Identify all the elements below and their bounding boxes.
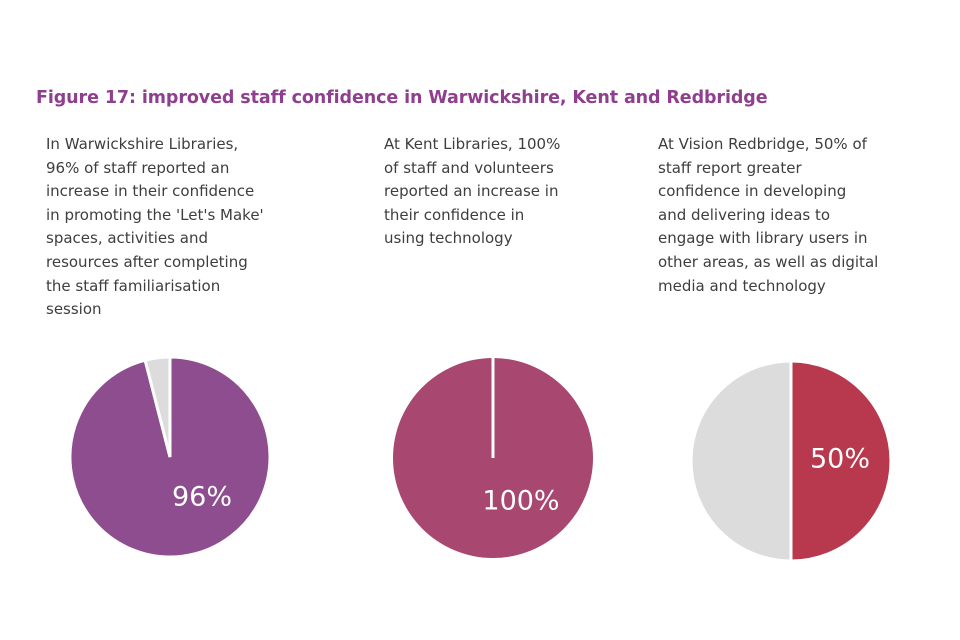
redbridge-description: At Vision Redbridge, 50% of staff report… <box>658 135 879 295</box>
kent-percentage-label: 100% <box>482 486 559 517</box>
redbridge-pie-slice-1 <box>789 359 893 563</box>
kent-description: At Kent Libraries, 100% of staff and vol… <box>384 135 561 248</box>
redbridge-pie-slice-2 <box>689 359 793 563</box>
warwickshire-pie-slice-2 <box>143 355 172 458</box>
warwickshire-pie-chart: 96% <box>68 355 272 559</box>
figure-title: Figure 17: improved staff confidence in … <box>36 88 768 108</box>
warwickshire-description: In Warwickshire Libraries, 96% of staff … <box>46 135 264 319</box>
warwickshire-percentage-label: 96% <box>172 482 232 513</box>
redbridge-pie-chart: 50% <box>689 359 893 563</box>
redbridge-percentage-label: 50% <box>810 444 870 475</box>
kent-pie-chart: 100% <box>393 358 593 558</box>
